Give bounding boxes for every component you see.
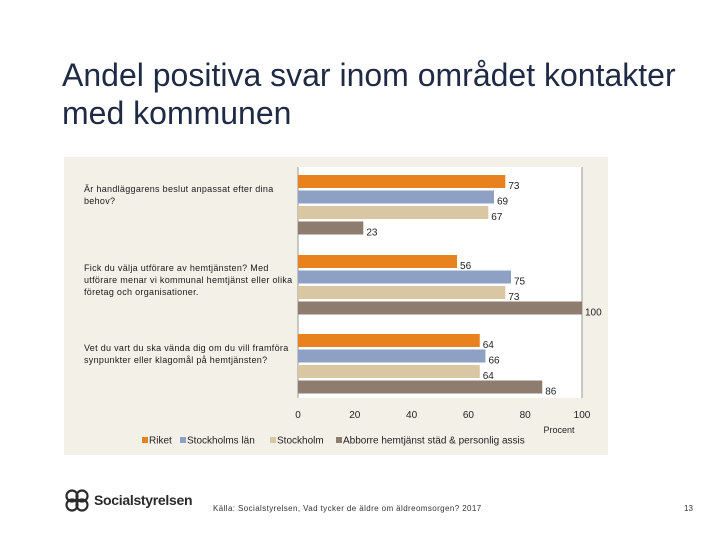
data-label-2-series-4: 100 [585, 308, 602, 319]
bar-2-series-3 [298, 286, 506, 299]
category-label-3: Vet du vart du ska vända dig om du vill … [84, 343, 289, 365]
data-label-2-series-3: 73 [508, 292, 520, 303]
data-label-2-series-1: 56 [460, 261, 472, 272]
data-label-1-series-1: 73 [508, 181, 520, 192]
data-label-3-series-4: 86 [545, 387, 557, 398]
logo-emblem-icon [65, 489, 89, 512]
legend-label-1: Riket [149, 436, 172, 447]
category-label-2: Fick du välja utförare av hemtjänsten? M… [84, 263, 293, 297]
data-label-3-series-3: 64 [483, 371, 495, 382]
bar-3-series-3 [298, 365, 480, 378]
legend-swatch-3 [270, 437, 276, 443]
bar-3-series-4 [298, 380, 543, 394]
data-label-3-series-1: 64 [483, 340, 495, 351]
bar-2-series-2 [298, 270, 511, 284]
bar-1-series-3 [298, 206, 489, 219]
legend-swatch-2 [180, 437, 186, 443]
data-label-2-series-2: 75 [514, 277, 526, 288]
x-axis-label: Procent [543, 425, 575, 435]
bar-3-series-1 [298, 334, 480, 347]
bar-1-series-1 [298, 175, 506, 188]
logo-text: Socialstyrelsen [94, 492, 193, 508]
bar-3-series-2 [298, 349, 486, 363]
x-tick-label: 100 [574, 410, 591, 421]
bar-1-series-2 [298, 190, 494, 204]
bar-2-series-1 [298, 255, 458, 268]
legend-label-4: Abborre hemtjänst städ & personlig assis [343, 436, 525, 447]
x-tick-label: 80 [520, 410, 532, 421]
legend-swatch-4 [336, 437, 342, 443]
data-label-1-series-4: 23 [366, 228, 378, 239]
category-label-1: Är handläggarens beslut anpassat efter d… [84, 184, 274, 206]
page-number: 13 [684, 504, 693, 513]
data-label-1-series-2: 69 [497, 197, 509, 208]
x-tick-label: 20 [349, 410, 361, 421]
data-label-1-series-3: 67 [491, 212, 503, 223]
socialstyrelsen-logo: Socialstyrelsen [64, 488, 193, 512]
legend-label-2: Stockholms län [187, 436, 255, 447]
legend-label-3: Stockholm [277, 436, 324, 447]
legend-swatch-1 [142, 437, 148, 443]
page-title: Andel positiva svar inom området kontakt… [62, 57, 676, 131]
source-text: Källa: Socialstyrelsen, Vad tycker de äl… [213, 504, 482, 513]
bar-2-series-4 [298, 301, 582, 315]
bar-1-series-4 [298, 221, 364, 235]
x-tick-label: 60 [463, 410, 475, 421]
data-label-3-series-2: 66 [488, 356, 500, 367]
x-tick-label: 40 [406, 410, 418, 421]
x-tick-label: 0 [295, 410, 301, 421]
